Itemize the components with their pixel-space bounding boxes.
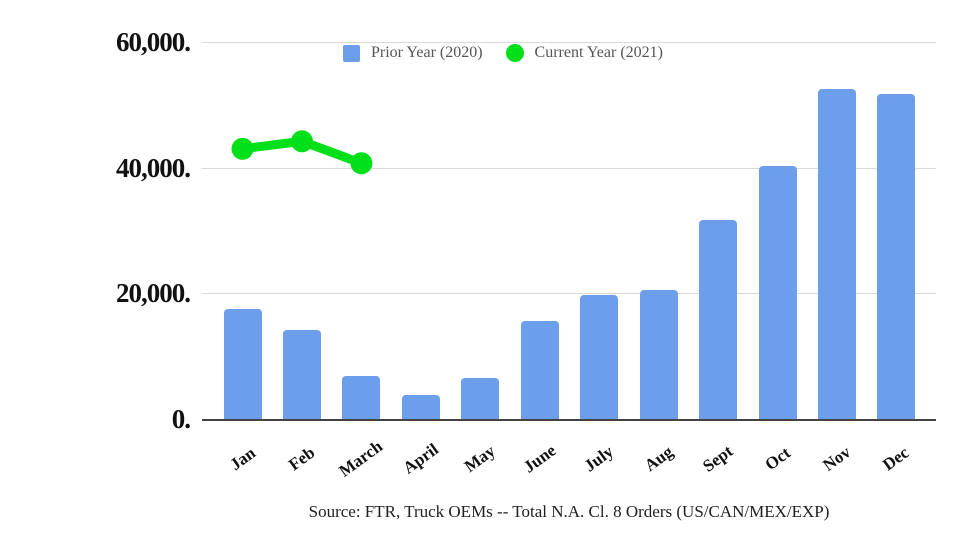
x-axis-tick-label-march: March [335,436,387,481]
line-point-march[interactable] [350,152,373,175]
bar-march[interactable] [342,375,381,419]
bar-feb[interactable] [282,330,321,419]
bar-jan[interactable] [223,309,262,419]
bar-dec[interactable] [877,93,916,419]
x-axis-tick-label-april: April [399,439,442,478]
bar-aug[interactable] [639,289,678,419]
x-axis-tick-label-sept: Sept [699,441,737,476]
chart-legend: Prior Year (2020) Current Year (2021) [343,44,663,62]
plot-area [202,42,936,421]
current-year-circle-swatch-icon [505,44,524,62]
gridline-40000 [202,167,936,169]
gridline-60000 [202,42,936,43]
legend-label-current-year: Current Year (2021) [534,44,663,61]
bar-sept[interactable] [699,220,738,419]
x-axis-tick-label-oct: Oct [760,443,794,475]
legend-item-current-year[interactable]: Current Year (2021) [505,44,663,62]
y-axis-tick-label-0: 0. [171,404,191,434]
legend-label-prior-year: Prior Year (2020) [371,44,483,61]
bar-may[interactable] [461,378,500,419]
bar-april[interactable] [401,395,440,419]
bar-july[interactable] [580,295,619,419]
current-year-line-series [231,130,373,175]
line-point-feb[interactable] [290,130,313,153]
prior-year-square-swatch-icon [343,44,360,62]
x-axis-tick-label-nov: Nov [819,442,855,475]
line-point-jan[interactable] [231,137,254,160]
y-axis-tick-label-60000: 60,000. [116,27,191,57]
x-axis-tick-label-feb: Feb [284,442,319,475]
x-axis-tick-label-july: July [580,441,618,476]
y-axis-tick-label-20000: 20,000. [116,278,191,309]
bar-june[interactable] [520,320,559,419]
x-axis-tick-label-may: May [461,441,499,476]
x-axis-tick-label-jan: Jan [225,443,259,475]
x-axis-tick-label-dec: Dec [879,442,913,475]
x-axis-tick-label-june: June [519,440,560,477]
bar-nov[interactable] [818,88,856,419]
bar-oct[interactable] [758,166,797,419]
source-caption: Source: FTR, Truck OEMs -- Total N.A. Cl… [308,502,830,521]
gridline-20000 [202,293,936,295]
x-axis-tick-label-aug: Aug [640,442,677,476]
y-axis-tick-label-40000: 40,000. [116,152,191,183]
legend-item-prior-year[interactable]: Prior Year (2020) [343,44,483,62]
